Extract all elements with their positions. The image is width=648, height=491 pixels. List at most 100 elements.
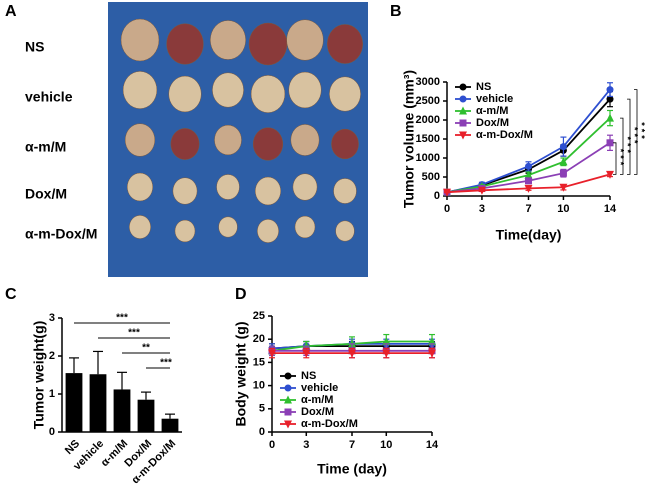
y-tick-label: 2500 <box>416 95 440 107</box>
bracket <box>634 89 638 175</box>
panel-label: D <box>235 286 247 303</box>
tumor <box>294 215 316 239</box>
bracket <box>620 117 624 175</box>
y-tick-label: 1000 <box>416 152 440 164</box>
tumor <box>333 178 357 204</box>
row-label: α-m/M <box>25 139 66 155</box>
panel-label: B <box>390 3 402 20</box>
x-tick-label: 14 <box>604 203 617 215</box>
x-tick-label: 3 <box>479 203 485 215</box>
tumor <box>292 173 318 201</box>
marker <box>477 186 486 195</box>
tumor <box>290 124 320 156</box>
legend-marker <box>459 119 467 127</box>
legend-label: α-m/M <box>301 394 333 406</box>
y-tick-label: 3000 <box>416 76 440 88</box>
y-tick-label: 2000 <box>416 114 440 126</box>
tumor <box>286 19 324 61</box>
legend-marker <box>459 131 467 140</box>
x-tick-label: 0 <box>444 203 450 215</box>
legend-label: NS <box>476 81 491 93</box>
x-tick-label: 7 <box>349 439 355 451</box>
y-tick-label: 20 <box>253 333 265 345</box>
legend-marker <box>284 384 292 392</box>
legend-label: vehicle <box>301 382 338 394</box>
tumor <box>124 123 156 157</box>
legend-label: vehicle <box>476 93 513 105</box>
legend-marker <box>459 106 467 115</box>
marker <box>443 188 451 197</box>
x-tick-label: 10 <box>380 439 392 451</box>
legend-label: Dox/M <box>476 117 509 129</box>
tumor <box>254 176 282 206</box>
x-tick-label: 0 <box>269 439 275 451</box>
row-label: α-m-Dox/M <box>25 226 97 242</box>
y-tick-label: 25 <box>253 310 265 322</box>
y-tick-label: 0 <box>259 426 265 438</box>
significance: *** <box>616 149 626 169</box>
tumor <box>212 72 244 108</box>
significance: *** <box>637 122 647 142</box>
tumor <box>122 71 158 109</box>
bracket <box>627 98 631 175</box>
marker <box>348 349 356 358</box>
marker <box>559 143 567 151</box>
row-label: vehicle <box>25 89 73 105</box>
significance: *** <box>160 358 172 369</box>
tumor <box>126 172 154 202</box>
bar <box>161 418 179 432</box>
x-axis-label: Time(day) <box>496 227 562 243</box>
y-tick-label: 0 <box>49 426 55 438</box>
marker <box>525 177 532 185</box>
marker <box>606 95 614 103</box>
significance: *** <box>128 328 140 339</box>
legend-label: α-m/M <box>476 105 508 117</box>
y-tick-label: 5 <box>259 403 265 415</box>
bar <box>65 373 83 432</box>
tumor <box>172 177 198 205</box>
marker <box>525 162 532 170</box>
panel-label: A <box>5 3 17 20</box>
tumor <box>288 71 322 109</box>
panel-label: C <box>5 286 17 303</box>
y-tick-label: 0 <box>434 190 440 202</box>
y-tick-label: 10 <box>253 380 265 392</box>
marker <box>559 157 568 166</box>
marker <box>428 349 436 358</box>
tumor <box>257 219 279 243</box>
tumor <box>248 22 288 66</box>
x-tick-label: 7 <box>525 203 531 215</box>
bar <box>113 389 131 432</box>
tumor <box>329 76 361 112</box>
y-axis-label: Body weight (g) <box>233 322 249 427</box>
legend-label: NS <box>301 370 316 382</box>
legend-marker <box>459 95 467 103</box>
y-tick-label: 3 <box>49 312 55 324</box>
marker <box>302 349 311 358</box>
tumor <box>120 18 160 62</box>
bar <box>137 399 155 432</box>
x-axis-label: Time (day) <box>317 461 387 477</box>
tumor <box>331 128 359 160</box>
tumor <box>174 219 196 243</box>
significance: *** <box>116 313 128 324</box>
x-tick-label: 3 <box>303 439 309 451</box>
tumor <box>129 215 151 239</box>
legend-marker <box>284 372 292 380</box>
tumor <box>250 75 286 113</box>
y-axis-label: Tumor volume (mm³) <box>401 70 417 208</box>
marker <box>606 170 614 179</box>
tumor <box>210 20 246 60</box>
marker <box>428 337 436 346</box>
marker <box>268 349 276 358</box>
marker <box>382 337 391 346</box>
tumor <box>216 174 240 200</box>
legend-label: Dox/M <box>301 406 334 418</box>
y-axis-label: Tumor weight(g) <box>31 321 47 430</box>
tumor <box>168 75 202 113</box>
y-tick-label: 500 <box>422 171 440 183</box>
legend-marker <box>284 395 292 404</box>
legend-marker <box>284 408 292 416</box>
bracket <box>613 142 617 175</box>
legend-label: α-m-Dox/M <box>301 418 358 430</box>
